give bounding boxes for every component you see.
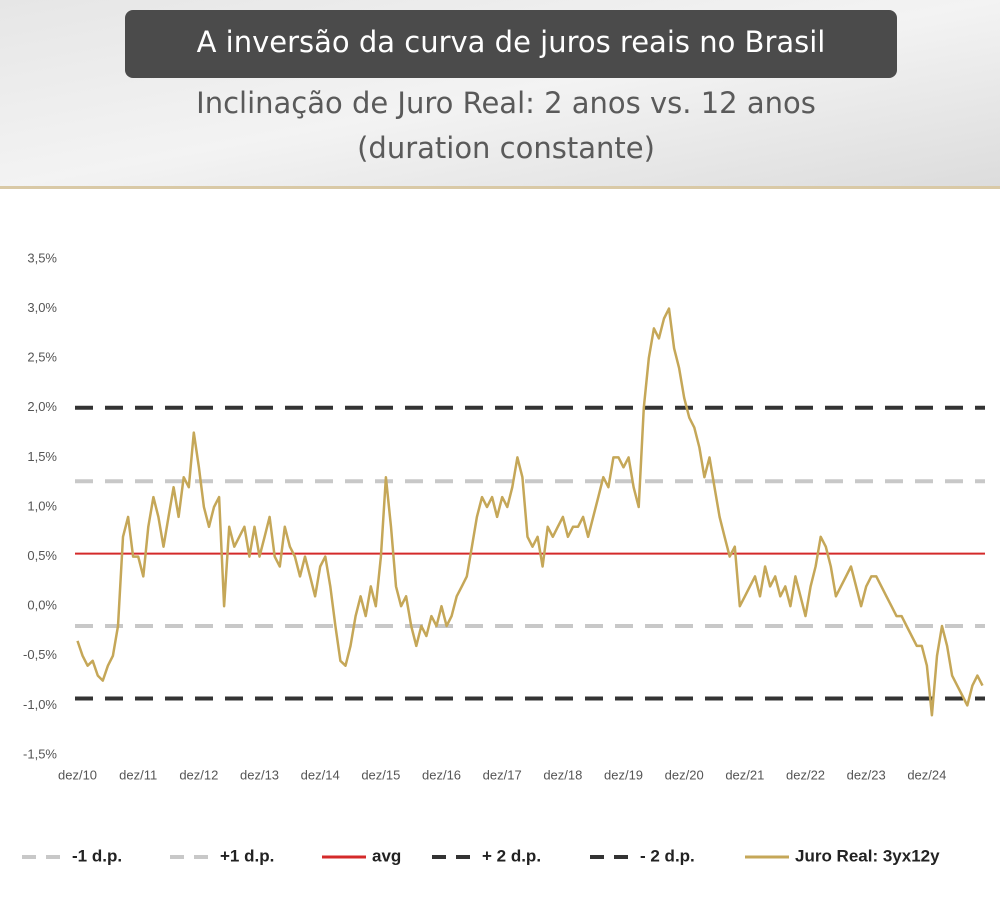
legend-label: +1 d.p. bbox=[220, 846, 274, 865]
legend-label: Juro Real: 3yx12y bbox=[795, 846, 940, 865]
y-tick-label: 3,0% bbox=[27, 300, 57, 315]
y-tick-label: 0,0% bbox=[27, 598, 57, 613]
x-tick-label: dez/12 bbox=[179, 767, 218, 782]
y-tick-label: 1,5% bbox=[27, 449, 57, 464]
chart-subtitle: (duration constante) bbox=[357, 131, 655, 165]
x-tick-label: dez/16 bbox=[422, 767, 461, 782]
y-tick-label: 0,5% bbox=[27, 548, 57, 563]
x-tick-label: dez/23 bbox=[847, 767, 886, 782]
y-tick-label: -1,5% bbox=[23, 746, 57, 761]
x-tick-label: dez/14 bbox=[301, 767, 340, 782]
x-tick-label: dez/10 bbox=[58, 767, 97, 782]
title-box bbox=[125, 10, 897, 78]
x-tick-label: dez/19 bbox=[604, 767, 643, 782]
x-tick-label: dez/20 bbox=[665, 767, 704, 782]
legend-label: - 2 d.p. bbox=[640, 846, 695, 865]
legend-label: -1 d.p. bbox=[72, 846, 122, 865]
data-line bbox=[76, 307, 984, 717]
x-tick-label: dez/15 bbox=[361, 767, 400, 782]
y-tick-label: 3,5% bbox=[27, 250, 57, 265]
x-tick-label: dez/18 bbox=[543, 767, 582, 782]
x-tick-label: dez/13 bbox=[240, 767, 279, 782]
chart-title: A inversão da curva de juros reais no Br… bbox=[197, 25, 826, 59]
x-tick-label: dez/22 bbox=[786, 767, 825, 782]
x-tick-label: dez/24 bbox=[907, 767, 946, 782]
legend-label: avg bbox=[372, 846, 401, 865]
y-tick-label: -1,0% bbox=[23, 697, 57, 712]
y-tick-label: 2,5% bbox=[27, 350, 57, 365]
x-tick-label: dez/17 bbox=[483, 767, 522, 782]
header-rule bbox=[0, 186, 1000, 189]
y-tick-label: 1,0% bbox=[27, 498, 57, 513]
chart-subtitle: Inclinação de Juro Real: 2 anos vs. 12 a… bbox=[196, 86, 816, 120]
y-tick-label: 2,0% bbox=[27, 399, 57, 414]
y-tick-label: -0,5% bbox=[23, 647, 57, 662]
legend-label: + 2 d.p. bbox=[482, 846, 541, 865]
x-tick-label: dez/11 bbox=[119, 767, 157, 782]
x-tick-label: dez/21 bbox=[725, 767, 764, 782]
